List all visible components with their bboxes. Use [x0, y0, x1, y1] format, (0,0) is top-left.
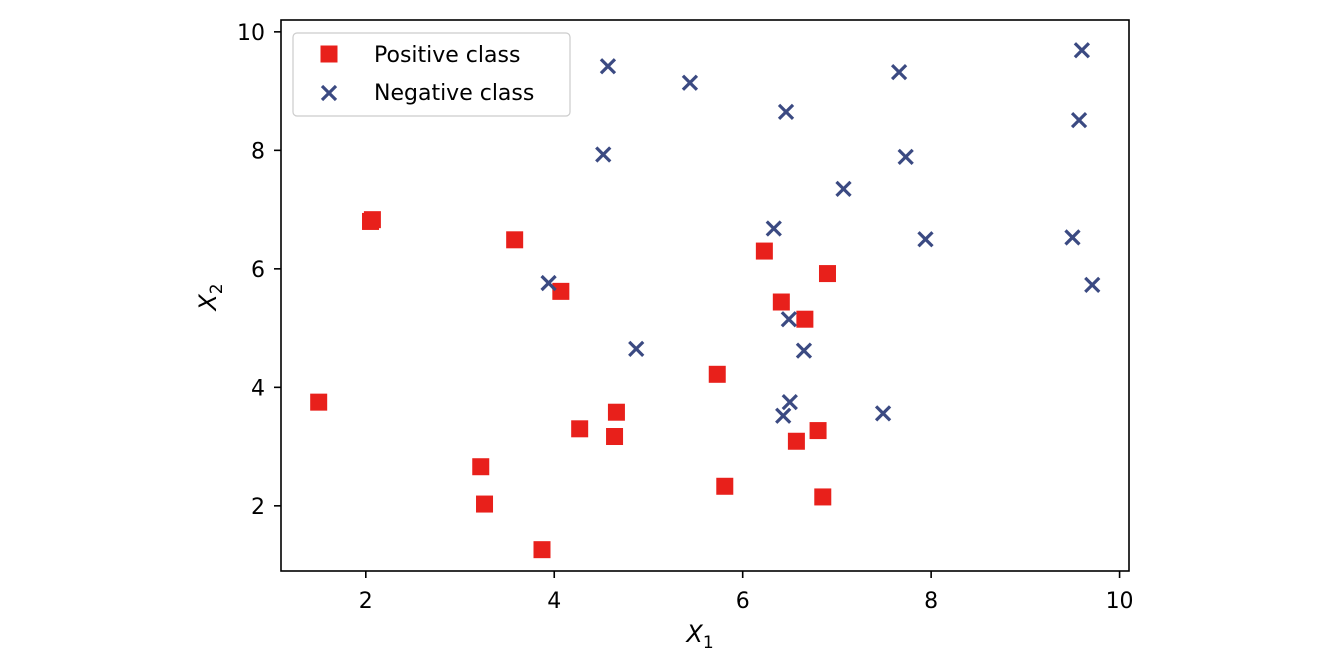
x-tick-label: 6	[736, 589, 750, 614]
negative-point-stroke	[681, 74, 699, 91]
negative-point	[781, 394, 798, 411]
positive-point	[755, 242, 773, 260]
positive-point	[809, 422, 827, 440]
negative-point	[1070, 111, 1088, 129]
positive-point	[716, 477, 734, 495]
positive-point	[772, 293, 790, 311]
positive-point	[506, 231, 524, 249]
negative-point-stroke	[777, 103, 795, 120]
y-tick-label: 2	[251, 495, 265, 520]
negative-point	[795, 342, 813, 359]
legend-label-positive-class: Positive class	[374, 43, 520, 68]
positive-point	[708, 365, 726, 383]
y-axis-label-main: X	[194, 294, 222, 313]
x-tick-label: 10	[1106, 589, 1134, 614]
negative-point-stroke	[1070, 111, 1088, 129]
positive-point	[796, 310, 814, 328]
legend-marker-positive-class	[320, 45, 338, 63]
negative-point-stroke	[917, 231, 934, 248]
x-axis-label: X1	[684, 620, 713, 653]
y-tick-label: 10	[237, 21, 265, 46]
positive-point	[552, 282, 570, 300]
x-tick-label: 4	[547, 589, 561, 614]
negative-point-stroke	[1064, 229, 1081, 246]
negative-point	[890, 64, 908, 81]
positive-point	[818, 265, 836, 283]
negative-point	[765, 220, 782, 237]
x-axis-label-subscript: 1	[703, 633, 714, 653]
y-tick-label: 6	[251, 258, 265, 283]
negative-point	[1064, 229, 1081, 246]
legend-marker-negative-class	[320, 84, 338, 102]
negative-point-stroke	[781, 394, 798, 411]
positive-point	[787, 432, 805, 450]
positive-point	[476, 495, 494, 513]
positive-point	[607, 403, 625, 421]
positive-point	[814, 488, 832, 506]
x-tick-label: 8	[924, 589, 938, 614]
y-tick-label: 4	[251, 376, 265, 401]
x-axis-label-main: X	[684, 620, 703, 648]
y-tick-label: 8	[251, 139, 265, 164]
negative-point-stroke	[765, 220, 782, 237]
positive-point	[606, 428, 624, 446]
negative-point-stroke	[874, 405, 892, 422]
negative-point	[599, 58, 617, 75]
negative-point-stroke	[835, 180, 852, 197]
negative-point	[777, 103, 795, 120]
negative-point-stroke	[897, 148, 914, 165]
y-axis-label: X2	[194, 283, 227, 312]
legend-label-negative-class: Negative class	[374, 81, 534, 106]
negative-point-stroke	[775, 407, 792, 424]
negative-point-stroke	[780, 311, 797, 328]
negative-point-stroke	[1084, 276, 1101, 293]
y-axis-label-subscript: 2	[207, 283, 227, 294]
negative-point	[780, 311, 797, 328]
negative-point	[681, 74, 699, 91]
legend-box	[292, 32, 571, 117]
legend-marker-shape	[320, 84, 338, 102]
positive-point	[472, 458, 490, 476]
positive-point	[310, 393, 328, 411]
legend-marker-shape-stroke	[320, 84, 338, 102]
positive-point	[571, 420, 589, 438]
negative-point-stroke	[599, 58, 617, 75]
negative-point-stroke	[540, 274, 557, 292]
x-tick-label: 2	[359, 589, 373, 614]
negative-point	[628, 340, 645, 357]
data-marks	[310, 42, 1101, 559]
negative-point-stroke	[795, 342, 813, 359]
negative-point-stroke	[890, 64, 908, 81]
negative-point	[1073, 42, 1091, 59]
positive-point	[363, 211, 381, 229]
negative-point-stroke	[1073, 42, 1091, 59]
negative-point-stroke	[628, 340, 645, 357]
y-axis-ticks: 2 4 6 8 10	[237, 21, 281, 520]
x-axis-ticks: 2 4 6 8 10	[359, 571, 1134, 614]
negative-point	[540, 274, 557, 292]
negative-point	[835, 180, 852, 197]
negative-point	[897, 148, 914, 165]
negative-point-stroke	[595, 146, 612, 163]
legend: Positive class Negative class	[292, 32, 571, 117]
negative-point	[917, 231, 934, 248]
legend-marker-shape	[320, 45, 338, 63]
plot-frame	[280, 19, 1130, 572]
negative-point	[874, 405, 892, 422]
positive-point	[533, 541, 551, 559]
negative-point	[595, 146, 612, 163]
negative-point	[1084, 276, 1101, 293]
negative-point	[775, 407, 792, 424]
